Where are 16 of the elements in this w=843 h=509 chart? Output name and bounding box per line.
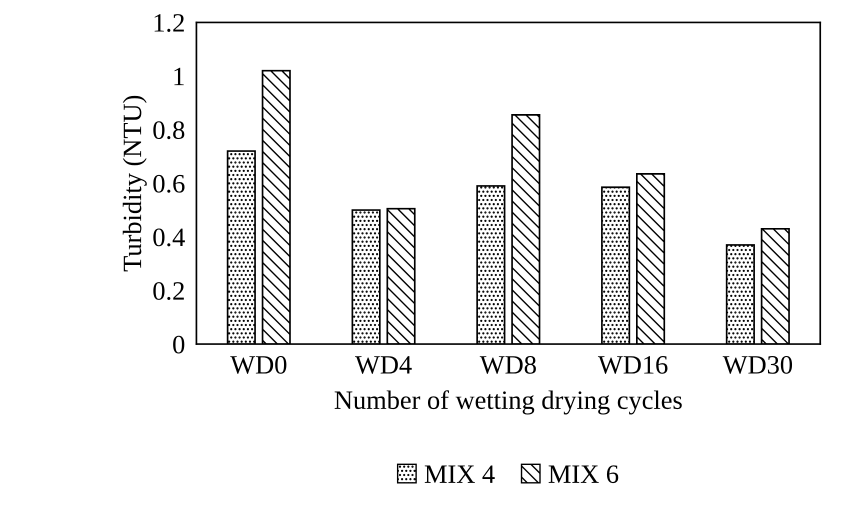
legend-label: MIX 4 xyxy=(424,465,495,483)
x-tick-label: WD8 xyxy=(480,356,536,374)
x-tick-label: WD30 xyxy=(722,356,792,374)
y-tick-label: 0.2 xyxy=(153,282,184,300)
y-axis-title: Turbidity (NTU) xyxy=(122,96,147,272)
legend-label: MIX 6 xyxy=(548,465,618,484)
x-tick-label: WD4 xyxy=(355,356,412,374)
y-tick-label: 1.2 xyxy=(154,14,184,32)
x-tick-label: WD16 xyxy=(598,356,668,374)
y-tick-label: 0.6 xyxy=(153,174,185,193)
x-tick-label: WD0 xyxy=(230,356,286,374)
y-tick-label: 1 xyxy=(174,68,184,86)
y-tick-label: 0.8 xyxy=(153,121,184,140)
y-tick-label: 0.4 xyxy=(153,228,185,246)
y-tick-label: 0 xyxy=(173,336,184,354)
x-axis-title: Number of wetting drying cycles xyxy=(334,390,682,415)
